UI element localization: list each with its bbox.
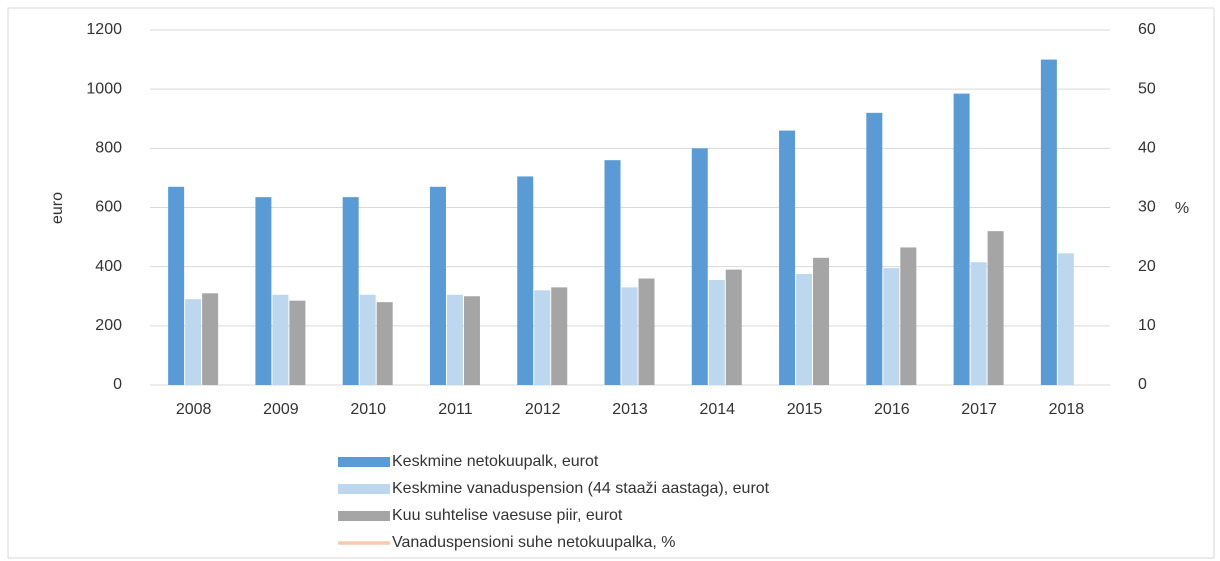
y2-tick-label: 0 bbox=[1138, 376, 1147, 393]
x-tick-label: 2012 bbox=[525, 401, 561, 418]
bar bbox=[621, 287, 638, 385]
y2-tick-label: 60 bbox=[1138, 21, 1156, 38]
bar bbox=[202, 293, 219, 385]
bar bbox=[446, 294, 463, 385]
bar bbox=[725, 269, 742, 385]
x-tick-label: 2014 bbox=[699, 401, 735, 418]
bar bbox=[517, 176, 534, 385]
y-tick-label: 400 bbox=[95, 258, 122, 275]
legend-label: Keskmine netokuupalk, eurot bbox=[392, 453, 599, 470]
x-tick-label: 2008 bbox=[176, 401, 212, 418]
x-tick-label: 2016 bbox=[874, 401, 910, 418]
bar bbox=[429, 186, 446, 385]
y2-tick-label: 20 bbox=[1138, 258, 1156, 275]
y2-tick-label: 40 bbox=[1138, 140, 1156, 157]
bar bbox=[342, 197, 359, 385]
bar bbox=[272, 294, 289, 385]
legend-label: Vanaduspensioni suhe netokuupalka, % bbox=[392, 534, 675, 551]
y2-tick-label: 50 bbox=[1138, 80, 1156, 97]
bar bbox=[359, 294, 376, 385]
bar bbox=[638, 278, 655, 385]
bar bbox=[376, 302, 393, 385]
x-tick-label: 2011 bbox=[438, 401, 473, 418]
bar bbox=[463, 296, 480, 385]
y-tick-label: 800 bbox=[95, 140, 122, 157]
bar bbox=[255, 197, 272, 385]
y-tick-label: 1000 bbox=[86, 80, 122, 97]
bar bbox=[708, 279, 725, 385]
bar bbox=[604, 160, 621, 385]
y2-tick-label: 30 bbox=[1138, 199, 1156, 216]
legend-label: Keskmine vanaduspension (44 staaži aasta… bbox=[392, 480, 770, 497]
y-tick-label: 0 bbox=[113, 376, 122, 393]
bar bbox=[779, 130, 796, 385]
legend-swatch bbox=[338, 484, 390, 494]
y-tick-label: 200 bbox=[95, 317, 122, 334]
bar bbox=[987, 231, 1004, 385]
legend-swatch bbox=[338, 457, 390, 467]
bar bbox=[900, 247, 917, 385]
x-tick-label: 2010 bbox=[350, 401, 386, 418]
legend-label: Kuu suhtelise vaesuse piir, eurot bbox=[392, 507, 623, 524]
bar bbox=[953, 93, 970, 386]
y2-tick-label: 10 bbox=[1138, 317, 1156, 334]
y-tick-label: 1200 bbox=[86, 21, 122, 38]
x-tick-label: 2013 bbox=[612, 401, 648, 418]
x-tick-label: 2017 bbox=[961, 401, 997, 418]
bar bbox=[1040, 59, 1057, 385]
y-tick-label: 600 bbox=[95, 199, 122, 216]
bar bbox=[866, 112, 883, 385]
x-tick-label: 2015 bbox=[787, 401, 823, 418]
bar bbox=[813, 257, 830, 385]
bar bbox=[168, 186, 185, 385]
bar bbox=[1057, 253, 1074, 385]
bar bbox=[970, 262, 987, 385]
y-axis-label: euro bbox=[49, 192, 66, 224]
bar bbox=[691, 148, 708, 385]
x-tick-label: 2009 bbox=[263, 401, 299, 418]
bar bbox=[185, 299, 202, 385]
y2-axis-label: % bbox=[1175, 200, 1189, 217]
legend-swatch bbox=[338, 511, 390, 521]
bar bbox=[796, 274, 813, 385]
bar bbox=[883, 268, 900, 385]
bar bbox=[551, 287, 568, 385]
bar bbox=[289, 300, 306, 385]
x-tick-label: 2018 bbox=[1049, 401, 1085, 418]
bar bbox=[534, 290, 551, 385]
